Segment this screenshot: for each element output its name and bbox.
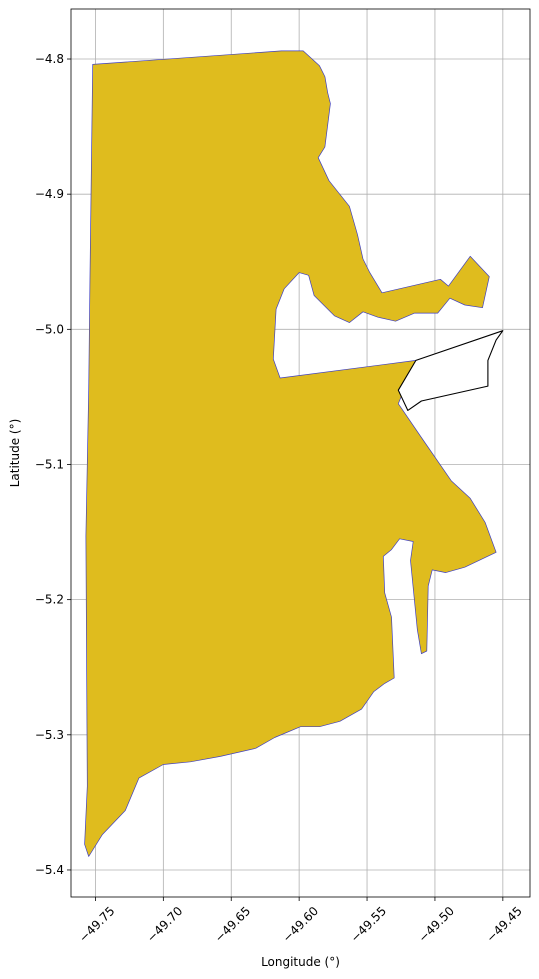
y-tick-label-4: −5.2 (35, 593, 64, 607)
outlined-region (397, 330, 504, 411)
y-tick-label-6: −5.4 (35, 863, 64, 877)
y-tick-label-0: −4.8 (35, 52, 64, 66)
y-axis-ticks: −4.8 −4.9 −5.0 −5.1 −5.2 −5.3 −5.4 (35, 52, 71, 877)
main-region (84, 50, 497, 857)
map-regions (84, 50, 504, 857)
y-tick-label-2: −5.0 (35, 322, 64, 336)
y-axis-label: Latitude (°) (8, 419, 22, 488)
y-tick-label-3: −5.1 (35, 457, 64, 471)
x-axis-label: Longitude (°) (261, 955, 340, 969)
y-tick-label-1: −4.9 (35, 187, 64, 201)
y-tick-label-5: −5.3 (35, 728, 64, 742)
plot-frame (70, 8, 531, 898)
